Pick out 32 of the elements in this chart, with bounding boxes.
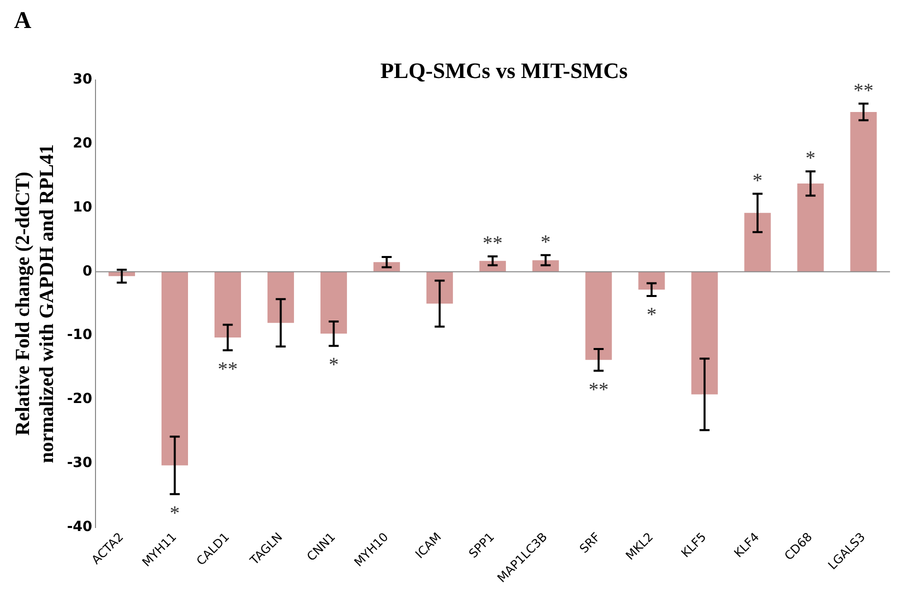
y-tick-label: 10 — [72, 199, 93, 216]
y-tick-label: -20 — [66, 391, 93, 408]
annotation: ** — [854, 80, 874, 102]
y-tick-label: 20 — [72, 136, 93, 152]
bar — [320, 272, 347, 334]
chart-title: PLQ-SMCs vs MIT-SMCs — [380, 58, 628, 83]
bar — [691, 272, 718, 394]
annotation: ** — [588, 379, 609, 401]
y-tick-label: -10 — [66, 327, 93, 344]
bar — [638, 272, 665, 290]
annotation: * — [806, 148, 816, 170]
annotation: * — [752, 170, 763, 192]
y-axis-title: Relative Fold change (2-ddCT) normalized with GAPDH and RPL41 — [12, 144, 58, 464]
y-tick-label: 0 — [82, 263, 93, 280]
y-tick-label: -30 — [66, 455, 93, 472]
bar — [744, 212, 771, 272]
text: A — [14, 8, 32, 35]
annotation: ** — [482, 232, 503, 255]
annotation: * — [170, 502, 180, 524]
bar — [162, 272, 188, 466]
annotation: * — [328, 354, 339, 376]
annotation: ** — [218, 358, 238, 381]
annotation: * — [540, 231, 551, 254]
bar — [267, 272, 294, 323]
annotation: * — [646, 304, 657, 326]
bar — [214, 272, 241, 338]
y-tick-label: 30 — [72, 72, 93, 88]
bar — [850, 112, 877, 272]
y-tick-label: -40 — [66, 518, 93, 535]
bar — [426, 272, 453, 304]
bar — [585, 272, 612, 360]
bar — [797, 184, 824, 272]
